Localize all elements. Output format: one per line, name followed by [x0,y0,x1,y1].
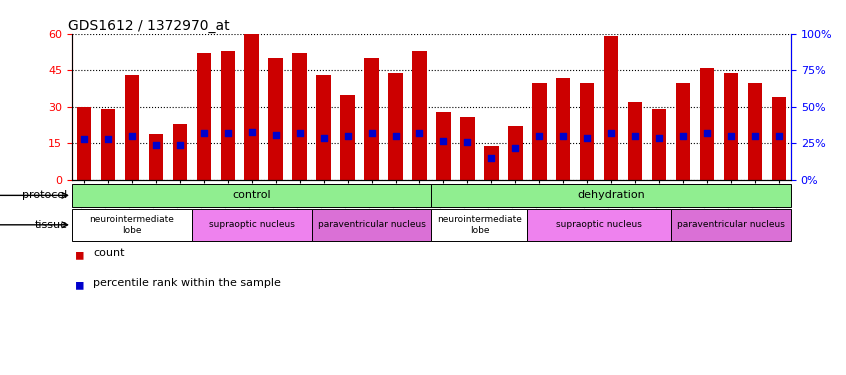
Point [677,133,690,139]
Bar [196,53,211,180]
Point [413,130,426,136]
Point [293,130,306,136]
Point [749,133,762,139]
Text: protocol: protocol [23,190,68,200]
Point [508,145,522,151]
Point [316,135,330,141]
Point [365,130,378,136]
Point [604,130,618,136]
Bar [192,209,311,241]
Bar [124,75,139,180]
Bar [77,107,91,180]
Bar [431,184,791,207]
Point [197,130,211,136]
Bar [293,53,307,180]
Bar [748,82,762,180]
Point [485,155,498,161]
Point [221,130,234,136]
Point [772,133,786,139]
Bar [556,78,570,180]
Text: neurointermediate
lobe: neurointermediate lobe [90,215,174,234]
Point [173,142,186,148]
Bar [431,209,527,241]
Text: paraventricular nucleus: paraventricular nucleus [317,220,426,229]
Bar [268,58,283,180]
Text: ■: ■ [76,278,84,291]
Bar [604,36,618,180]
Point [533,133,547,139]
Bar [460,117,475,180]
Bar [221,51,235,180]
Point [341,133,354,139]
Point [437,138,450,144]
Bar [671,209,791,241]
Point [700,130,714,136]
Bar [244,34,259,180]
Point [149,142,162,148]
Bar [628,102,642,180]
Bar [149,134,163,180]
Bar [772,97,786,180]
Bar [527,209,671,241]
Text: count: count [93,248,124,258]
Text: paraventricular nucleus: paraventricular nucleus [677,220,785,229]
Bar [101,110,115,180]
Bar [72,209,192,241]
Point [125,133,139,139]
Bar [532,82,547,180]
Bar [508,126,523,180]
Point [269,132,283,138]
Bar [676,82,690,180]
Point [629,133,642,139]
Text: GDS1612 / 1372970_at: GDS1612 / 1372970_at [69,19,230,33]
Text: supraoptic nucleus: supraoptic nucleus [557,220,642,229]
Point [388,133,403,139]
Bar [316,75,331,180]
Bar [173,124,187,180]
Text: control: control [233,190,271,200]
Point [724,133,738,139]
Text: dehydration: dehydration [577,190,645,200]
Point [77,136,91,142]
Bar [340,95,354,180]
Bar [652,110,667,180]
Point [652,135,666,141]
Bar [724,73,739,180]
Text: ■: ■ [76,248,84,261]
Bar [72,184,431,207]
Point [580,135,594,141]
Text: percentile rank within the sample: percentile rank within the sample [93,278,281,288]
Text: tissue: tissue [35,220,68,230]
Bar [580,82,595,180]
Point [460,139,474,145]
Bar [412,51,426,180]
Bar [700,68,714,180]
Bar [437,112,451,180]
Point [101,136,114,142]
Point [245,129,259,135]
Bar [365,58,379,180]
Point [557,133,570,139]
Bar [311,209,431,241]
Bar [388,73,403,180]
Bar [484,146,498,180]
Text: supraoptic nucleus: supraoptic nucleus [209,220,294,229]
Text: neurointermediate
lobe: neurointermediate lobe [437,215,522,234]
